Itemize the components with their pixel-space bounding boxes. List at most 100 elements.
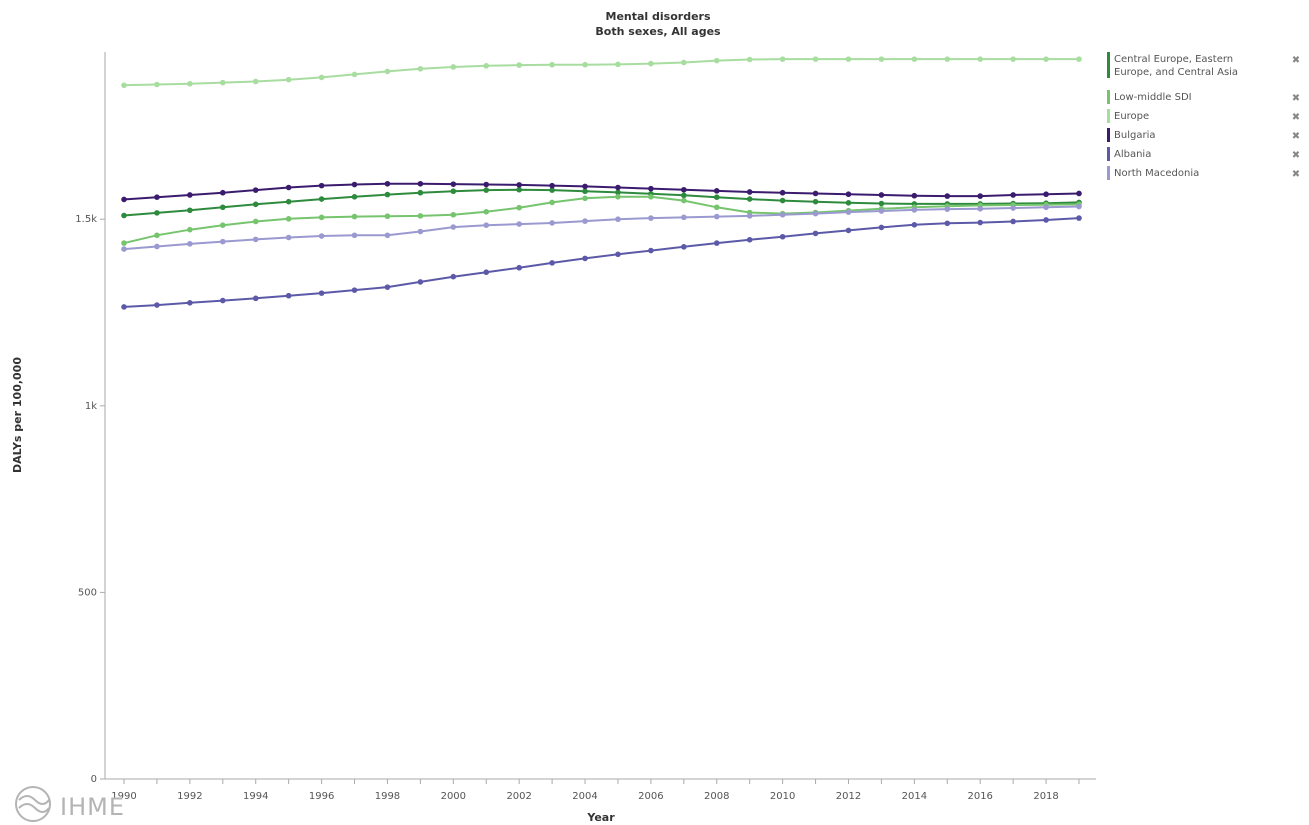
data-point (549, 182, 555, 189)
legend-remove-icon[interactable]: ✖ (1292, 55, 1300, 66)
y-axis-label: DALYs per 100,000 (11, 357, 24, 473)
data-point (483, 187, 490, 193)
data-point (1010, 218, 1016, 225)
data-point (351, 213, 358, 220)
legend-remove-icon[interactable]: ✖ (1292, 150, 1300, 161)
y-tick-label: 500 (78, 587, 97, 598)
data-point (615, 189, 621, 196)
data-point (812, 198, 819, 205)
data-point (219, 297, 226, 304)
series-line (123, 217, 1080, 308)
data-point (417, 279, 424, 285)
legend-item: Low-middle SDI ✖ (1107, 90, 1300, 104)
data-point (450, 273, 457, 280)
data-point (154, 302, 160, 308)
data-point (944, 56, 951, 62)
data-point (384, 180, 391, 187)
data-point (187, 226, 193, 233)
data-point (549, 187, 555, 193)
data-point (384, 232, 391, 239)
data-point (779, 211, 786, 218)
data-point (516, 264, 522, 271)
legend-item: Bulgaria ✖ (1107, 128, 1300, 142)
series-north-macedonia (121, 203, 1082, 252)
data-point (516, 221, 522, 227)
legend-swatch (1107, 166, 1110, 180)
data-point (417, 228, 424, 235)
data-point (911, 207, 918, 213)
x-tick-label: 1990 (111, 791, 136, 802)
series-line (123, 205, 1080, 251)
series-bulgaria (121, 180, 1082, 203)
data-point (285, 76, 292, 83)
data-point (121, 212, 127, 219)
data-point (516, 186, 522, 193)
data-point (944, 220, 951, 227)
data-point (121, 240, 127, 246)
data-point (878, 56, 885, 62)
data-point (681, 244, 687, 250)
data-point (417, 189, 424, 196)
data-point (713, 188, 720, 194)
data-point (121, 304, 127, 310)
data-point (187, 80, 193, 87)
data-point (911, 222, 918, 228)
data-point (648, 215, 654, 221)
x-tick-label: 1998 (375, 791, 400, 802)
data-point (812, 230, 819, 237)
x-tick-label: 2008 (704, 791, 729, 802)
series-line (123, 195, 1080, 245)
data-point (219, 189, 226, 196)
data-point (615, 194, 621, 200)
data-point (285, 292, 292, 299)
data-point (483, 208, 490, 215)
data-point (351, 194, 358, 200)
data-point (713, 240, 720, 246)
data-point (746, 196, 753, 202)
data-point (121, 82, 127, 89)
data-point (681, 59, 687, 66)
chart-title: Mental disorders (606, 10, 711, 23)
data-point (219, 238, 226, 245)
data-point (252, 78, 259, 85)
x-tick-label: 1994 (243, 791, 268, 802)
x-tick-label: 1996 (309, 791, 334, 802)
legend-remove-icon[interactable]: ✖ (1292, 131, 1300, 142)
data-point (681, 186, 687, 193)
data-point (252, 218, 259, 225)
data-point (450, 181, 457, 187)
data-point (318, 74, 325, 81)
series-central-europe-eastern-europe-and-central-asia (121, 186, 1082, 219)
data-point (121, 196, 127, 203)
data-point (845, 227, 852, 234)
data-point (516, 204, 522, 211)
data-point (878, 208, 885, 214)
data-point (187, 192, 193, 198)
chart-subtitle: Both sexes, All ages (595, 25, 721, 38)
data-point (384, 284, 391, 290)
data-point (483, 181, 490, 188)
data-point (1043, 204, 1049, 211)
y-tick-label: 1k (85, 401, 97, 412)
data-point (351, 287, 358, 293)
data-point (582, 195, 588, 202)
data-point (1010, 205, 1016, 211)
legend-remove-icon[interactable]: ✖ (1292, 169, 1300, 180)
data-point (911, 192, 918, 199)
data-point (648, 194, 654, 200)
data-point (549, 220, 555, 226)
data-point (318, 214, 325, 221)
data-point (713, 57, 720, 64)
data-point (219, 204, 226, 211)
legend-label: North Macedonia (1114, 168, 1199, 179)
legend-remove-icon[interactable]: ✖ (1292, 112, 1300, 123)
data-point (384, 68, 391, 75)
legend-remove-icon[interactable]: ✖ (1292, 93, 1300, 104)
data-point (977, 219, 984, 226)
data-point (845, 56, 852, 62)
data-point (252, 187, 259, 193)
data-point (549, 260, 555, 266)
data-point (977, 205, 984, 212)
